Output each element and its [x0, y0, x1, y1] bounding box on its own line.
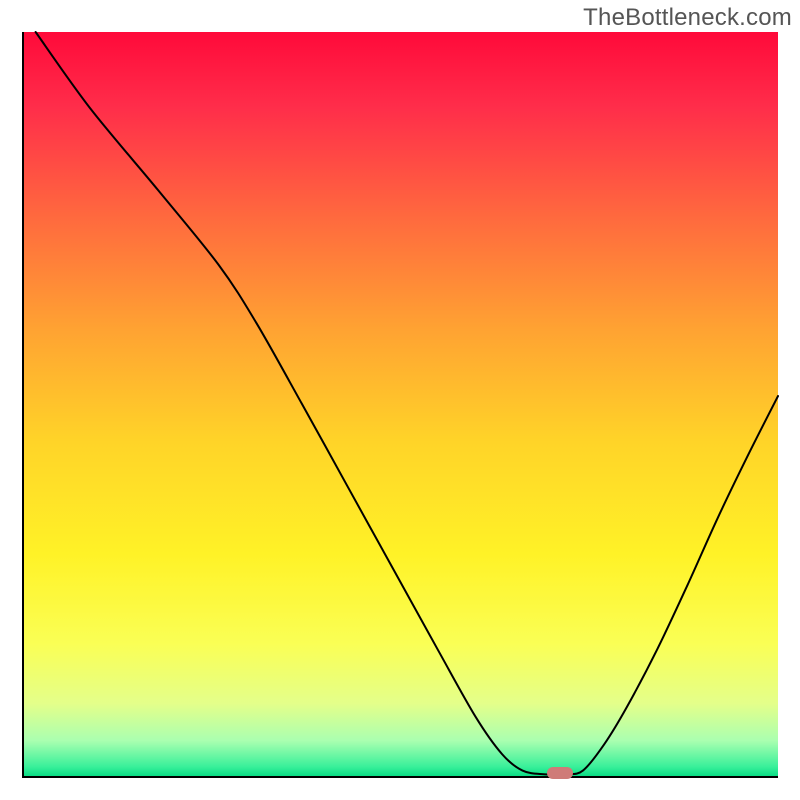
chart-container: TheBottleneck.com — [0, 0, 800, 800]
bottleneck-curve — [22, 32, 778, 778]
optimum-marker — [547, 767, 573, 779]
plot-area — [22, 32, 778, 778]
watermark-text: TheBottleneck.com — [583, 4, 792, 32]
